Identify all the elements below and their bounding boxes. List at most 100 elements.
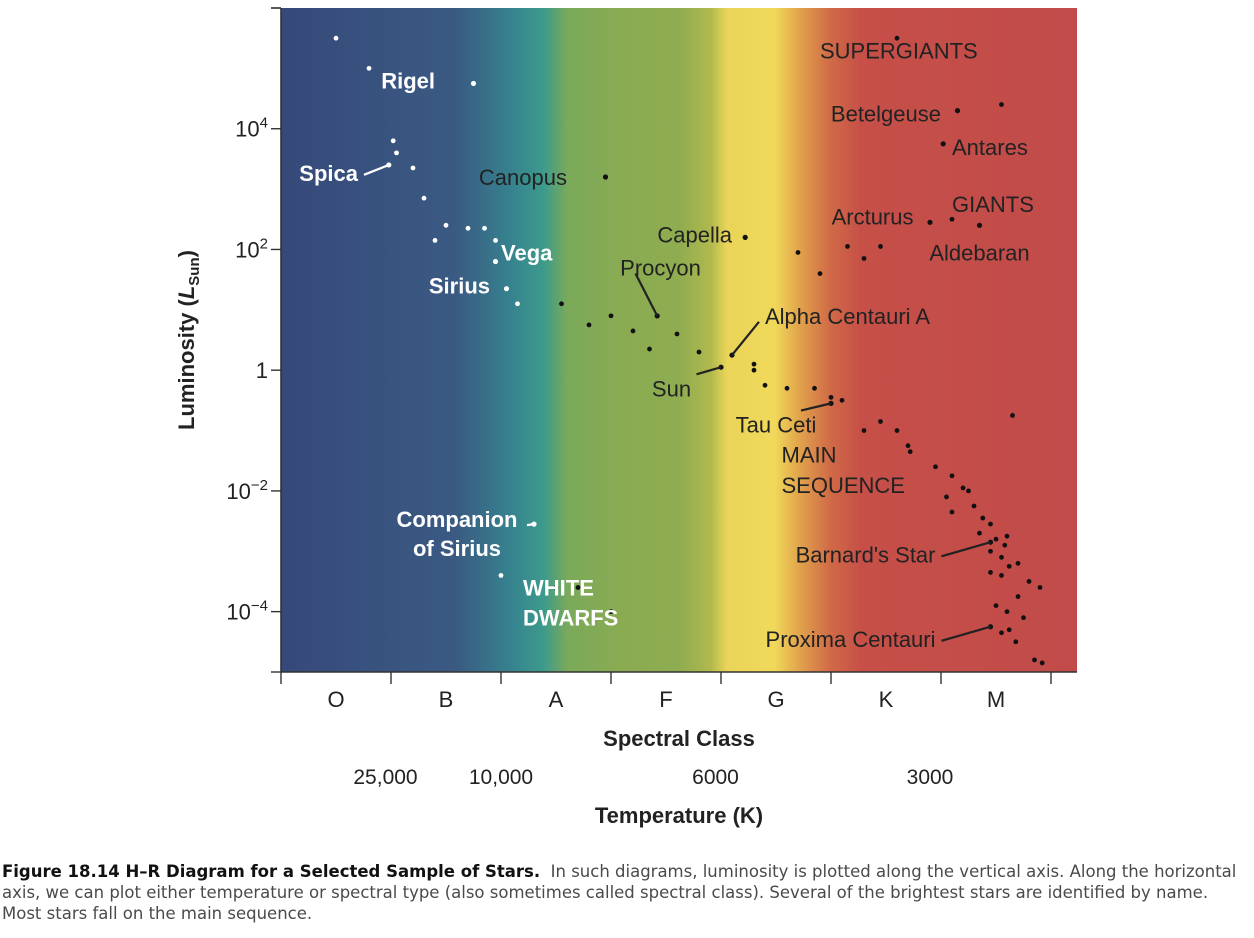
star-point [498, 573, 504, 578]
star-point [630, 328, 636, 334]
star-point [861, 428, 867, 433]
region-label: WHITE [523, 575, 594, 600]
star-label: Companion [397, 507, 518, 532]
star-point [674, 331, 680, 337]
named-star-point [954, 108, 961, 114]
star-point [861, 256, 867, 261]
region-label: MAIN [782, 443, 837, 468]
leader-line [696, 366, 722, 376]
star-point [1006, 627, 1012, 633]
star-point [812, 385, 817, 391]
star-point [1002, 542, 1008, 548]
tick-labels: 104 102 1 10−2 10−4 O B A F G K M 25,000 10,000 6000 30… [226, 115, 1005, 789]
temperature-axis-title: Temperature (K) [595, 803, 763, 828]
star-point [828, 394, 834, 400]
star-label: Rigel [381, 68, 435, 93]
named-star-point [742, 234, 748, 240]
leader-line [526, 523, 535, 527]
star-point [1021, 615, 1026, 621]
star-point [1039, 660, 1045, 666]
star-point [1037, 585, 1043, 590]
figure-caption: Figure 18.14 H–R Diagram for a Selected … [2, 861, 1250, 924]
star-point [907, 449, 913, 455]
named-star-point [602, 174, 609, 180]
leader-line [941, 541, 991, 558]
star-point [999, 573, 1004, 578]
star-point [559, 301, 564, 307]
star-point [993, 536, 999, 542]
spectral-class-label: M [987, 687, 1005, 712]
star-point [421, 195, 427, 201]
star-point [999, 554, 1004, 560]
star-point [465, 225, 471, 231]
star-point [1015, 594, 1021, 599]
star-point [1006, 563, 1012, 569]
star-point [1013, 639, 1019, 645]
star-point [988, 570, 993, 575]
hr-diagram-chart: Rigel Spica Canopus Vega Sirius Capella Procyo… [174, 7, 1077, 828]
star-label: Tau Ceti [736, 413, 817, 438]
star-point [988, 521, 993, 527]
star-label: of Sirius [413, 536, 501, 561]
star-point [751, 367, 757, 373]
star-point [762, 382, 768, 388]
star-point [949, 473, 955, 479]
temperature-label: 10,000 [469, 766, 533, 789]
temperature-label: 3000 [907, 766, 954, 789]
region-label: SUPERGIANTS [820, 38, 978, 63]
y-tick-label: 1 [256, 358, 268, 383]
spectral-class-label: O [327, 687, 344, 712]
star-label: Procyon [620, 256, 701, 281]
star-point [432, 238, 438, 243]
star-point [1010, 413, 1015, 418]
star-point [575, 585, 581, 590]
star-label: Antares [952, 135, 1028, 160]
star-point [971, 503, 977, 509]
caption-title: Figure 18.14 H–R Diagram for a Selected … [2, 862, 541, 881]
leader-line [634, 273, 659, 317]
named-star-point [492, 258, 499, 265]
star-point [586, 322, 592, 328]
y-tick-label: 102 [235, 235, 268, 262]
named-star-point [927, 219, 933, 225]
star-label: Barnard's Star [796, 542, 936, 567]
star-point [817, 271, 823, 276]
temperature-label: 25,000 [353, 766, 417, 789]
star-point [333, 35, 339, 41]
star-label: Sun [652, 376, 691, 401]
star-point [696, 349, 702, 355]
star-point [905, 443, 911, 449]
star-point [795, 250, 801, 255]
star-point [878, 419, 883, 424]
region-label: SEQUENCE [782, 473, 905, 498]
star-label: Aldebaran [929, 240, 1029, 265]
named-star-point [503, 286, 510, 292]
star-point [390, 138, 396, 144]
leader-line [800, 402, 832, 412]
named-star-point [976, 222, 983, 228]
star-point [1032, 657, 1037, 663]
star-point [999, 102, 1004, 107]
star-point [993, 603, 999, 608]
star-label: Proxima Centauri [766, 627, 936, 652]
named-star-point [940, 141, 946, 147]
star-point [944, 494, 949, 500]
spectral-class-label: A [549, 687, 564, 712]
leader-line [941, 625, 991, 642]
star-point [553, 585, 559, 590]
star-point [977, 530, 982, 536]
star-point [966, 488, 971, 494]
star-point [410, 165, 416, 171]
spectral-class-label: K [879, 687, 894, 712]
named-star-point [470, 80, 477, 87]
leader-lines [363, 163, 991, 642]
star-point [949, 216, 955, 222]
spectral-class-label: F [659, 687, 672, 712]
leader-line [363, 163, 390, 176]
y-axis-title: Luminosity (LSun) [174, 250, 203, 430]
star-point [1004, 609, 1010, 615]
y-tick-label: 10−2 [226, 477, 268, 504]
star-point [1015, 560, 1021, 566]
star-point [482, 225, 487, 231]
star-point [443, 222, 449, 228]
